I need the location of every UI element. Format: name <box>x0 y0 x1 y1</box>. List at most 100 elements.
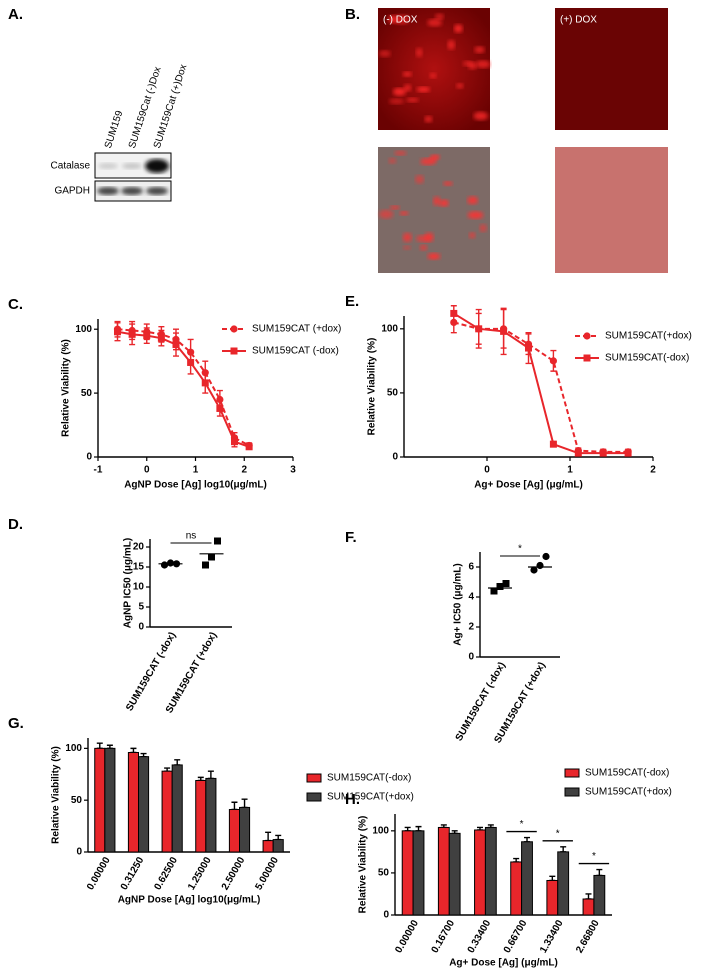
fit-line <box>453 312 629 455</box>
lane-label: SUM159 <box>103 109 126 150</box>
bar <box>474 829 486 916</box>
cell <box>475 60 491 68</box>
marker <box>230 347 238 355</box>
error-bar <box>96 742 103 750</box>
marker <box>599 449 607 457</box>
error-bar <box>275 834 282 841</box>
x-tick-label: 0 <box>144 465 150 476</box>
panel-label: C. <box>8 296 23 313</box>
panel-label: G. <box>8 715 24 732</box>
x-tick-label: 1.33400 <box>538 918 566 955</box>
y-axis-label: Relative Viability (%) <box>51 746 62 844</box>
x-axis-label: Ag+ Dose [Ag] (μg/mL) <box>474 480 583 491</box>
legend-label: SUM159CAT (+dox) <box>252 324 341 335</box>
cell <box>467 196 479 205</box>
marker <box>245 443 253 451</box>
marker <box>114 328 121 336</box>
band <box>97 187 119 195</box>
cell <box>430 154 441 160</box>
bar <box>228 809 240 853</box>
error-bar <box>231 801 238 811</box>
marker <box>143 332 151 340</box>
legend-label: SUM159CAT(+dox) <box>327 792 414 803</box>
bar <box>94 747 106 853</box>
panel-label: A. <box>8 6 23 23</box>
y-axis-label: AgNP IC50 (μg/mL) <box>123 538 134 628</box>
y-tick-label: 100 <box>381 323 398 334</box>
y-tick-label: 100 <box>75 324 92 335</box>
marker <box>214 537 221 545</box>
marker <box>624 449 632 457</box>
y-tick-label: 0 <box>392 452 398 463</box>
cell <box>402 71 412 77</box>
marker <box>230 325 238 333</box>
cell <box>403 84 412 92</box>
legend-label: SUM159CAT(-dox) <box>327 773 411 784</box>
x-tick-label: 1.25000 <box>186 855 214 892</box>
error-bar <box>560 846 567 853</box>
y-axis-label: Relative Viability (%) <box>367 338 378 436</box>
row-label: Catalase <box>51 161 91 172</box>
y-tick-label: 2 <box>468 622 474 633</box>
x-tick-label: 0.16700 <box>430 918 458 955</box>
error-bar <box>207 770 214 780</box>
error-bar <box>596 868 603 877</box>
y-tick-label: 10 <box>133 582 145 593</box>
marker <box>490 587 498 595</box>
y-tick-label: 50 <box>81 388 93 399</box>
cell <box>387 15 399 24</box>
x-axis-label: AgNP Dose [Ag] log10(μg/mL) <box>124 480 267 491</box>
y-tick-label: 15 <box>133 562 145 573</box>
cell <box>474 46 485 54</box>
marker <box>549 357 558 365</box>
cell <box>388 157 397 164</box>
bar <box>138 756 150 853</box>
bar <box>546 879 559 916</box>
significance-label: * <box>520 819 524 830</box>
marker <box>549 440 557 448</box>
cell <box>402 232 412 243</box>
cell <box>378 50 391 57</box>
significance-label: * <box>518 544 522 555</box>
legend-swatch <box>564 787 580 797</box>
y-tick-label: 6 <box>468 562 474 573</box>
marker <box>475 325 483 333</box>
legend-label: SUM159CAT(-dox) <box>605 353 689 364</box>
band <box>145 159 169 173</box>
y-axis-label: Relative Viability (%) <box>61 339 72 437</box>
bar <box>593 874 606 916</box>
cell <box>479 224 487 233</box>
y-axis-label: Ag+ IC50 (μg/mL) <box>453 563 464 646</box>
bar <box>521 841 533 916</box>
error-bar <box>585 893 592 900</box>
marker <box>542 552 550 561</box>
bar <box>484 826 497 916</box>
cell <box>453 24 463 33</box>
significance-label: * <box>592 851 596 862</box>
marker <box>583 332 591 340</box>
x-tick-label: 2.50000 <box>220 855 248 892</box>
bar <box>262 840 274 853</box>
cell <box>467 211 484 220</box>
error-bar <box>241 798 248 809</box>
panel-label: F. <box>345 529 357 546</box>
cell <box>406 97 419 103</box>
marker <box>530 566 538 574</box>
cell <box>399 211 409 216</box>
y-tick-label: 50 <box>71 795 83 806</box>
marker <box>574 449 582 457</box>
error-bar <box>513 857 520 863</box>
bar <box>582 898 595 916</box>
y-tick-label: 0 <box>138 622 144 633</box>
cell <box>403 245 411 250</box>
marker <box>157 334 165 342</box>
significance-label: ns <box>186 531 197 542</box>
marker <box>231 438 238 446</box>
y-tick-label: 0 <box>76 847 82 858</box>
bar <box>195 779 207 853</box>
x-tick-label: 2 <box>241 465 247 476</box>
bar <box>127 752 139 853</box>
x-axis-label: AgNP Dose [Ag] log10(μg/mL) <box>118 895 261 906</box>
cell <box>389 98 404 105</box>
